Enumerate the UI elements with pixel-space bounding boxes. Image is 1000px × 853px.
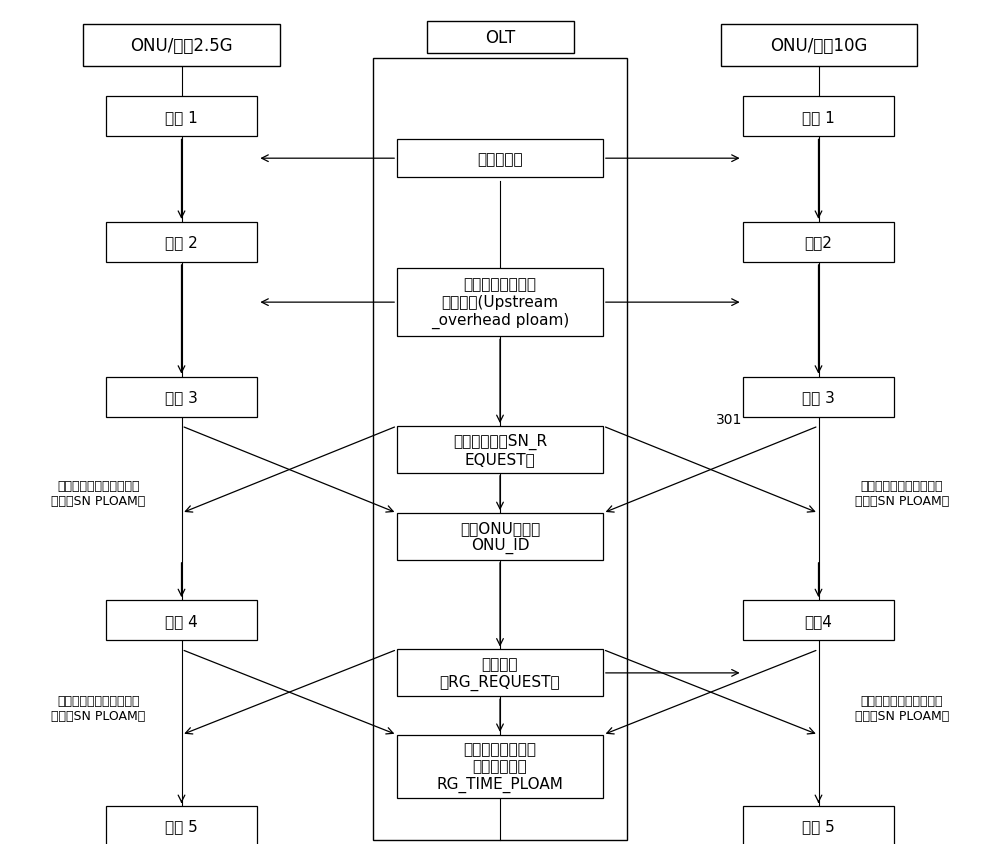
Bar [426, 22, 574, 54]
Bar [743, 377, 894, 417]
Text: 状态 4: 状态 4 [165, 613, 198, 628]
Bar [83, 26, 280, 67]
Bar [106, 97, 257, 137]
Text: 序列号物理层操作管理和
维护（SN PLOAM）: 序列号物理层操作管理和 维护（SN PLOAM） [855, 479, 949, 508]
Text: 分配ONU序列号
ONU_ID: 分配ONU序列号 ONU_ID [460, 520, 540, 554]
Text: 注册请求
（RG_REQUEST）: 注册请求 （RG_REQUEST） [440, 656, 560, 690]
Bar [397, 426, 603, 473]
Bar [106, 223, 257, 263]
Text: 序列号物理层操作管理和
维护（SN PLOAM）: 序列号物理层操作管理和 维护（SN PLOAM） [855, 694, 949, 722]
Bar [743, 223, 894, 263]
Text: 状态 5: 状态 5 [802, 819, 835, 833]
Bar [106, 377, 257, 417]
Text: 状态 1: 状态 1 [802, 110, 835, 125]
Text: ONU/上行10G: ONU/上行10G [770, 38, 867, 55]
Text: ONU/上行2.5G: ONU/上行2.5G [130, 38, 233, 55]
Text: 注册时间物理层操
作管理和维护
RG_TIME_PLOAM: 注册时间物理层操 作管理和维护 RG_TIME_PLOAM [437, 741, 563, 792]
Text: 状态 5: 状态 5 [165, 819, 198, 833]
Text: 状态 3: 状态 3 [802, 390, 835, 404]
Bar [397, 735, 603, 798]
Bar [397, 269, 603, 337]
Text: 状态 1: 状态 1 [165, 110, 198, 125]
Text: 状态2: 状态2 [805, 235, 832, 250]
Text: 开销物理层操作管
理和维护(Upstream
_overhead ploam): 开销物理层操作管 理和维护(Upstream _overhead ploam) [431, 277, 569, 328]
Bar [743, 97, 894, 137]
Bar [743, 806, 894, 846]
Text: 下行数据流: 下行数据流 [477, 152, 523, 166]
Bar [106, 806, 257, 846]
Text: 序列号物理层操作管理和
维护（SN PLOAM）: 序列号物理层操作管理和 维护（SN PLOAM） [51, 694, 145, 722]
Text: 301: 301 [716, 413, 742, 426]
Bar [720, 26, 916, 67]
Text: 状态 3: 状态 3 [165, 390, 198, 404]
Text: 序列号需求（SN_R
EQUEST）: 序列号需求（SN_R EQUEST） [453, 433, 547, 467]
Bar [743, 601, 894, 641]
Bar [397, 140, 603, 178]
Bar [373, 59, 627, 840]
Text: OLT: OLT [485, 29, 515, 47]
Text: 序列号物理层操作管理和
维护（SN PLOAM）: 序列号物理层操作管理和 维护（SN PLOAM） [51, 479, 145, 508]
Bar [397, 650, 603, 697]
Text: 状态4: 状态4 [805, 613, 832, 628]
Text: 状态 2: 状态 2 [165, 235, 198, 250]
Bar [397, 514, 603, 560]
Bar [106, 601, 257, 641]
